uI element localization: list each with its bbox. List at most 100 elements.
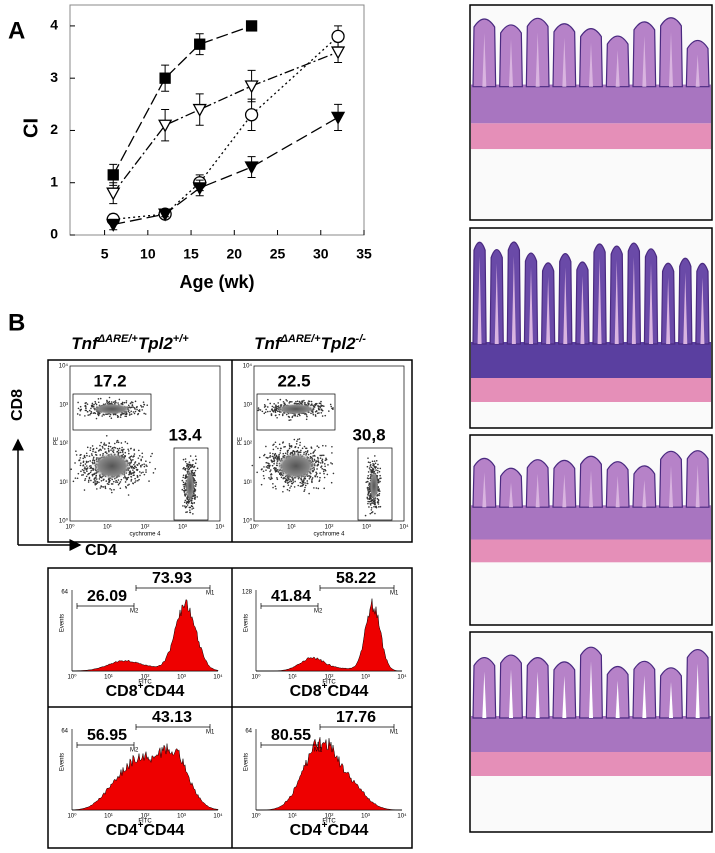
event-dot [113, 401, 116, 403]
x-tick-label: 10² [141, 814, 150, 820]
event-dot [371, 502, 373, 504]
caption-part: CD8 [290, 683, 322, 700]
event-dot [92, 456, 95, 459]
event-dot [274, 456, 277, 458]
event-dot [136, 408, 138, 411]
event-dot [89, 471, 92, 474]
villus-core [511, 256, 516, 344]
event-dot [291, 451, 294, 454]
event-dot [184, 460, 187, 463]
event-dot [130, 480, 132, 482]
event-dot [322, 470, 325, 473]
event-dot [99, 444, 101, 447]
axis-label: Events [244, 614, 250, 632]
event-dot [105, 451, 107, 453]
event-dot [81, 474, 83, 476]
event-dot [364, 514, 367, 517]
event-dot [87, 460, 90, 463]
event-dot [140, 465, 142, 468]
event-dot [286, 400, 288, 402]
event-dot [306, 482, 309, 485]
event-dot [97, 398, 100, 400]
event-dot [374, 512, 376, 515]
superscript: + [322, 681, 328, 692]
event-dot [90, 479, 92, 482]
event-dot [90, 464, 92, 467]
event-dot [192, 507, 195, 509]
superscript: + [138, 681, 144, 692]
event-dot [107, 478, 110, 481]
event-dot [91, 402, 94, 405]
event-dot [269, 478, 271, 480]
y-tick-label: 10² [59, 441, 68, 447]
event-dot [377, 467, 379, 470]
event-dot [102, 486, 105, 488]
event-dot [265, 445, 267, 448]
event-dot [305, 418, 308, 421]
event-dot [317, 407, 320, 410]
event-dot [299, 481, 302, 484]
histogram-caption: CD4+CD44 [290, 820, 369, 839]
event-dot [75, 450, 77, 452]
event-dot [277, 402, 280, 404]
event-dot [80, 408, 83, 411]
event-dot [331, 463, 334, 465]
event-dot [282, 490, 284, 493]
x-tick-label: 20 [227, 246, 243, 262]
event-dot [374, 505, 377, 508]
event-dot [324, 465, 326, 468]
x-tick-label: 10¹ [104, 675, 113, 681]
event-dot [95, 417, 98, 420]
y-tick-label: 4 [50, 17, 58, 33]
event-dot [299, 441, 301, 444]
event-dot [308, 475, 311, 477]
event-dot [289, 487, 291, 489]
event-dot [78, 459, 80, 462]
column-title: TnfΔARE/+Tpl2-/- [254, 333, 366, 354]
histogram-frame [47, 567, 413, 849]
event-dot [119, 416, 122, 418]
event-dot [321, 458, 324, 461]
event-dot [82, 474, 84, 476]
event-dot [296, 440, 298, 442]
event-dot [188, 506, 191, 509]
event-dot [128, 483, 130, 486]
event-dot [289, 400, 291, 403]
event-dot [127, 450, 130, 452]
event-dot [269, 402, 271, 405]
event-dot [83, 469, 85, 472]
superscript: + [138, 820, 144, 831]
event-dot [290, 480, 293, 483]
event-dot [184, 499, 187, 502]
event-dot [274, 408, 276, 410]
event-dot [299, 444, 301, 446]
event-dot [272, 483, 274, 485]
villus-core [535, 32, 540, 87]
axis-label: FITC [322, 680, 336, 686]
event-dot [372, 464, 374, 467]
event-dot [283, 402, 286, 405]
event-dot [191, 464, 194, 467]
event-dot [278, 456, 280, 459]
event-dot [369, 502, 372, 505]
x-tick-label: 10² [325, 675, 334, 681]
event-dot [319, 472, 321, 474]
event-dot [182, 489, 185, 492]
event-dot [82, 457, 84, 460]
gate-value: 58.22 [336, 570, 376, 587]
event-dot [314, 459, 316, 462]
gate-value: 80.55 [271, 727, 311, 744]
event-dot [136, 463, 138, 466]
event-dot [196, 467, 199, 470]
event-dot [277, 447, 279, 450]
event-dot [298, 438, 301, 440]
muscle-layer [471, 539, 711, 563]
event-dot [143, 412, 145, 415]
y-tick-label: 1 [50, 173, 58, 189]
event-dot [94, 412, 97, 415]
event-dot [117, 441, 120, 444]
event-dot [368, 467, 371, 469]
event-dot [79, 414, 81, 416]
event-dot [96, 488, 98, 490]
event-dot [89, 447, 92, 449]
